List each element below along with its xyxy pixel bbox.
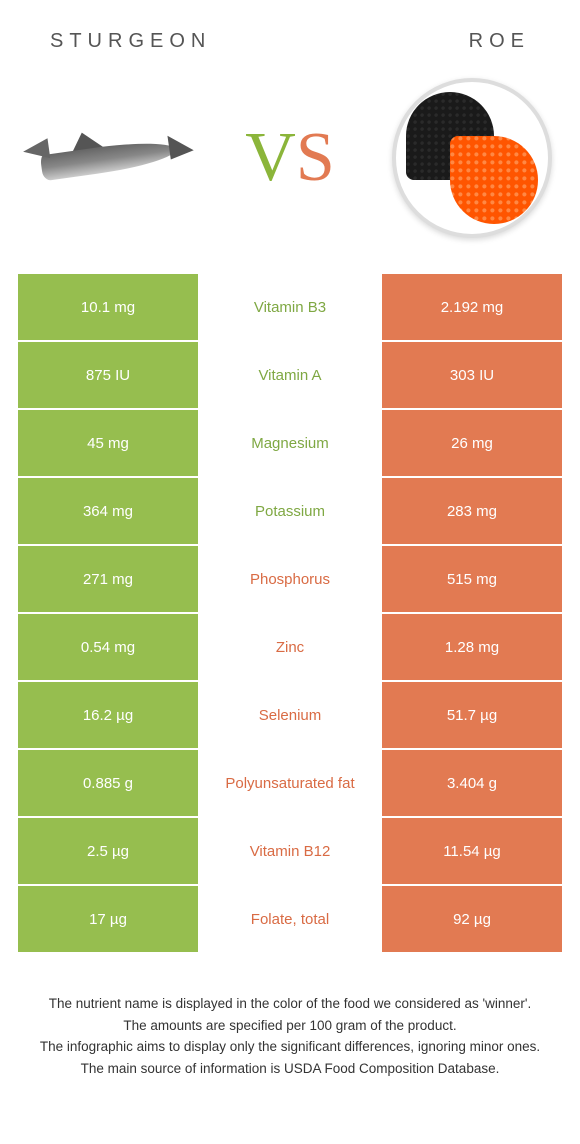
right-value: 51.7 µg (380, 682, 562, 748)
left-value: 0.54 mg (18, 614, 200, 680)
right-value: 515 mg (380, 546, 562, 612)
right-food-title: ROE (469, 30, 530, 53)
table-row: 10.1 mgVitamin B32.192 mg (18, 274, 562, 342)
table-row: 45 mgMagnesium26 mg (18, 410, 562, 478)
header: STURGEON ROE (0, 0, 580, 63)
right-value: 92 µg (380, 886, 562, 952)
nutrient-name: Magnesium (200, 410, 380, 476)
table-row: 16.2 µgSelenium51.7 µg (18, 682, 562, 750)
table-row: 17 µgFolate, total92 µg (18, 886, 562, 954)
nutrient-name: Potassium (200, 478, 380, 544)
left-value: 16.2 µg (18, 682, 200, 748)
nutrient-name: Folate, total (200, 886, 380, 952)
table-row: 2.5 µgVitamin B1211.54 µg (18, 818, 562, 886)
comparison-table: 10.1 mgVitamin B32.192 mg875 IUVitamin A… (18, 273, 562, 954)
vs-label: VS (245, 118, 335, 198)
footnotes: The nutrient name is displayed in the co… (0, 954, 580, 1078)
roe-icon (392, 78, 552, 238)
left-value: 10.1 mg (18, 274, 200, 340)
table-row: 271 mgPhosphorus515 mg (18, 546, 562, 614)
right-food-image (382, 68, 562, 248)
nutrient-name: Selenium (200, 682, 380, 748)
footnote-line: The amounts are specified per 100 gram o… (38, 1016, 542, 1036)
left-value: 364 mg (18, 478, 200, 544)
footnote-line: The nutrient name is displayed in the co… (38, 994, 542, 1014)
table-row: 0.885 gPolyunsaturated fat3.404 g (18, 750, 562, 818)
sturgeon-icon (23, 128, 193, 188)
footnote-line: The main source of information is USDA F… (38, 1059, 542, 1079)
right-value: 303 IU (380, 342, 562, 408)
table-row: 0.54 mgZinc1.28 mg (18, 614, 562, 682)
nutrient-name: Vitamin B3 (200, 274, 380, 340)
nutrient-name: Phosphorus (200, 546, 380, 612)
vs-s: S (296, 119, 335, 196)
nutrient-name: Polyunsaturated fat (200, 750, 380, 816)
vs-v: V (245, 119, 296, 196)
footnote-line: The infographic aims to display only the… (38, 1037, 542, 1057)
left-value: 0.885 g (18, 750, 200, 816)
table-row: 875 IUVitamin A303 IU (18, 342, 562, 410)
right-value: 2.192 mg (380, 274, 562, 340)
right-value: 1.28 mg (380, 614, 562, 680)
left-value: 45 mg (18, 410, 200, 476)
right-value: 3.404 g (380, 750, 562, 816)
table-row: 364 mgPotassium283 mg (18, 478, 562, 546)
left-value: 17 µg (18, 886, 200, 952)
left-food-image (18, 68, 198, 248)
left-value: 2.5 µg (18, 818, 200, 884)
right-value: 26 mg (380, 410, 562, 476)
nutrient-name: Vitamin B12 (200, 818, 380, 884)
right-value: 283 mg (380, 478, 562, 544)
left-value: 271 mg (18, 546, 200, 612)
right-value: 11.54 µg (380, 818, 562, 884)
images-row: VS (0, 63, 580, 273)
left-value: 875 IU (18, 342, 200, 408)
nutrient-name: Zinc (200, 614, 380, 680)
left-food-title: STURGEON (50, 30, 211, 53)
nutrient-name: Vitamin A (200, 342, 380, 408)
